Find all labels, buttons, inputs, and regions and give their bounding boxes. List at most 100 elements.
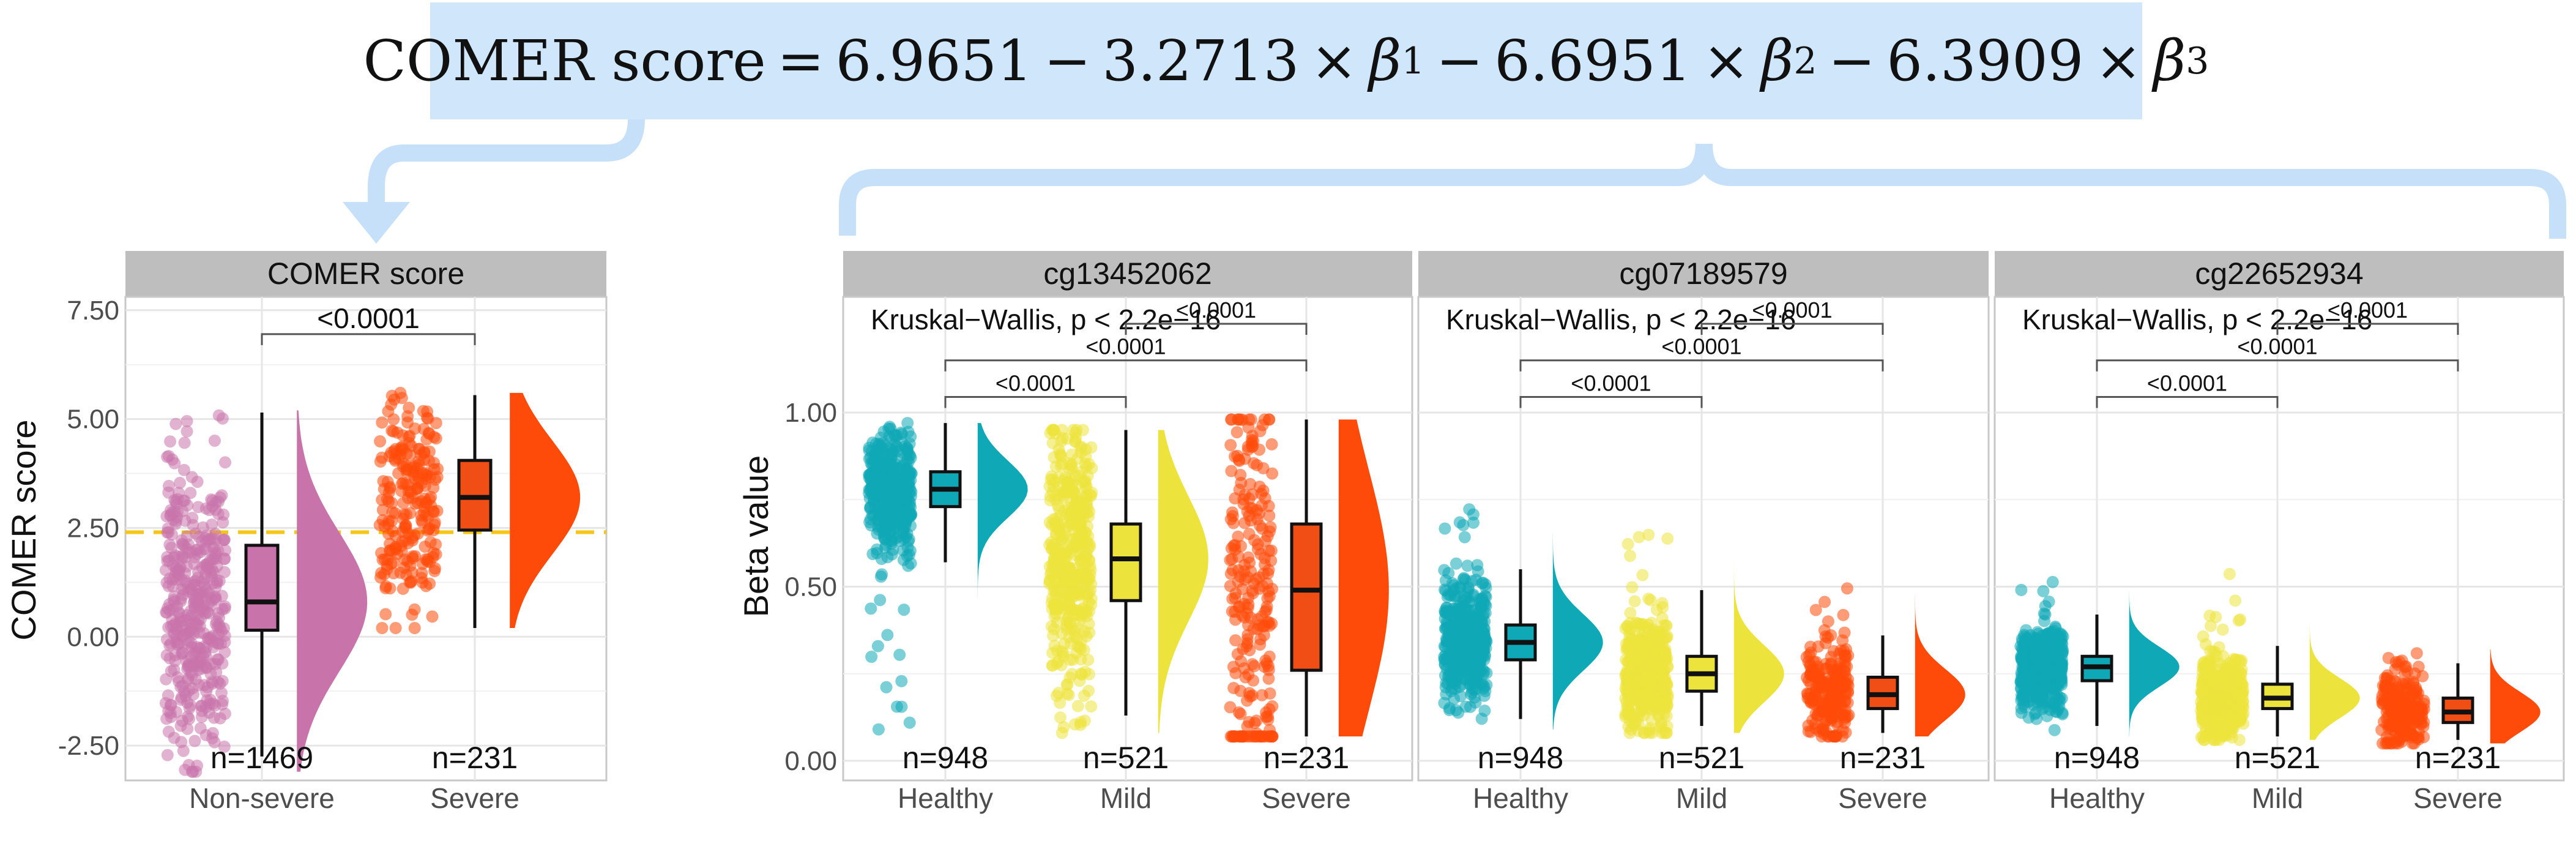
data-point xyxy=(1062,611,1074,624)
data-point xyxy=(1046,659,1059,672)
data-point xyxy=(181,425,193,438)
data-point xyxy=(1438,653,1451,666)
data-point xyxy=(1444,589,1457,602)
data-point xyxy=(182,657,195,670)
data-point xyxy=(2223,567,2236,580)
data-point xyxy=(384,544,396,557)
data-point xyxy=(1453,516,1466,529)
data-point xyxy=(2418,731,2430,744)
box xyxy=(1290,522,1323,672)
data-point xyxy=(1227,517,1240,529)
data-point xyxy=(2377,697,2389,710)
group-healthy: n=948 Healthy xyxy=(2014,575,2180,814)
data-point xyxy=(1450,557,1462,570)
data-point xyxy=(192,501,204,514)
count-label: n=948 xyxy=(903,741,988,775)
data-point xyxy=(163,604,176,617)
data-point xyxy=(177,463,190,476)
data-point xyxy=(1059,542,1071,555)
x-tick-label: Healthy xyxy=(2049,782,2145,814)
data-point xyxy=(214,491,226,504)
data-point xyxy=(187,518,199,531)
y-tick-label: 7.50 xyxy=(67,296,119,326)
data-point xyxy=(203,504,215,517)
data-point xyxy=(2015,706,2028,719)
data-point xyxy=(2017,688,2030,701)
data-point xyxy=(2400,677,2413,690)
connector-arrow-line xyxy=(368,119,645,211)
data-point xyxy=(865,602,877,615)
data-point xyxy=(1640,681,1653,694)
data-point xyxy=(210,577,223,589)
data-point xyxy=(881,551,894,564)
data-point xyxy=(2048,724,2061,736)
formula-sub-2: 2 xyxy=(1793,39,1817,83)
p-value-label: <0.0001 xyxy=(1661,334,1741,359)
x-tick-label: Severe xyxy=(1838,782,1927,814)
data-point xyxy=(217,508,230,521)
data-point xyxy=(1068,572,1081,585)
data-point xyxy=(1655,717,1667,730)
data-point xyxy=(2403,719,2416,732)
data-point xyxy=(2049,656,2061,668)
count-label: n=231 xyxy=(1840,741,1926,775)
test-label: Kruskal−Wallis, p < 2.2e−16 xyxy=(871,304,1221,335)
data-point xyxy=(1472,565,1484,578)
box xyxy=(244,544,280,632)
test-label: Kruskal−Wallis, p < 2.2e−16 xyxy=(1446,304,1796,335)
data-point xyxy=(2036,703,2049,716)
data-point xyxy=(897,553,910,566)
data-point xyxy=(1467,508,1480,521)
data-point xyxy=(1048,610,1061,623)
data-point xyxy=(161,749,174,761)
data-point xyxy=(1071,700,1084,712)
data-point xyxy=(875,470,888,483)
data-point xyxy=(376,553,389,566)
data-point xyxy=(2230,689,2243,702)
data-point xyxy=(1461,617,1474,629)
data-point xyxy=(1224,580,1237,593)
data-point xyxy=(1266,700,1279,712)
data-point xyxy=(1818,596,1831,608)
data-point xyxy=(1234,468,1247,481)
data-point xyxy=(1462,656,1475,669)
data-point xyxy=(1259,605,1271,618)
data-point xyxy=(1451,613,1464,626)
data-point xyxy=(2052,667,2065,679)
data-point xyxy=(171,511,184,523)
data-point xyxy=(1439,574,1452,587)
data-point xyxy=(186,668,199,681)
data-point xyxy=(416,576,429,589)
significance-bracket xyxy=(1519,395,1703,408)
data-point xyxy=(1623,644,1636,656)
data-point xyxy=(203,597,215,610)
data-point xyxy=(2393,693,2406,706)
panel-title: cg22652934 xyxy=(2195,256,2363,291)
data-point xyxy=(881,629,894,641)
data-point xyxy=(420,469,433,482)
data-point xyxy=(203,562,215,575)
count-label: n=521 xyxy=(2235,741,2320,775)
data-point xyxy=(1062,477,1075,490)
data-point xyxy=(382,528,395,540)
data-point xyxy=(174,476,186,489)
data-point xyxy=(1232,706,1245,719)
formula-var-3: β xyxy=(2153,28,2186,94)
data-point xyxy=(1626,717,1639,730)
data-point xyxy=(1227,539,1240,552)
data-point xyxy=(1628,595,1641,608)
data-point xyxy=(181,415,193,427)
data-point xyxy=(898,505,910,518)
data-point xyxy=(1450,643,1463,656)
x-tick-label: Severe xyxy=(430,782,519,814)
data-point xyxy=(2050,706,2063,719)
data-point xyxy=(2043,675,2056,687)
data-point xyxy=(216,412,229,425)
data-point xyxy=(1837,608,1850,621)
p-value-label: <0.0001 xyxy=(2147,370,2227,395)
data-point xyxy=(376,622,389,634)
count-label: n=521 xyxy=(1083,741,1169,775)
data-point xyxy=(1258,660,1271,673)
half-violin xyxy=(510,392,581,628)
data-point xyxy=(426,610,439,623)
